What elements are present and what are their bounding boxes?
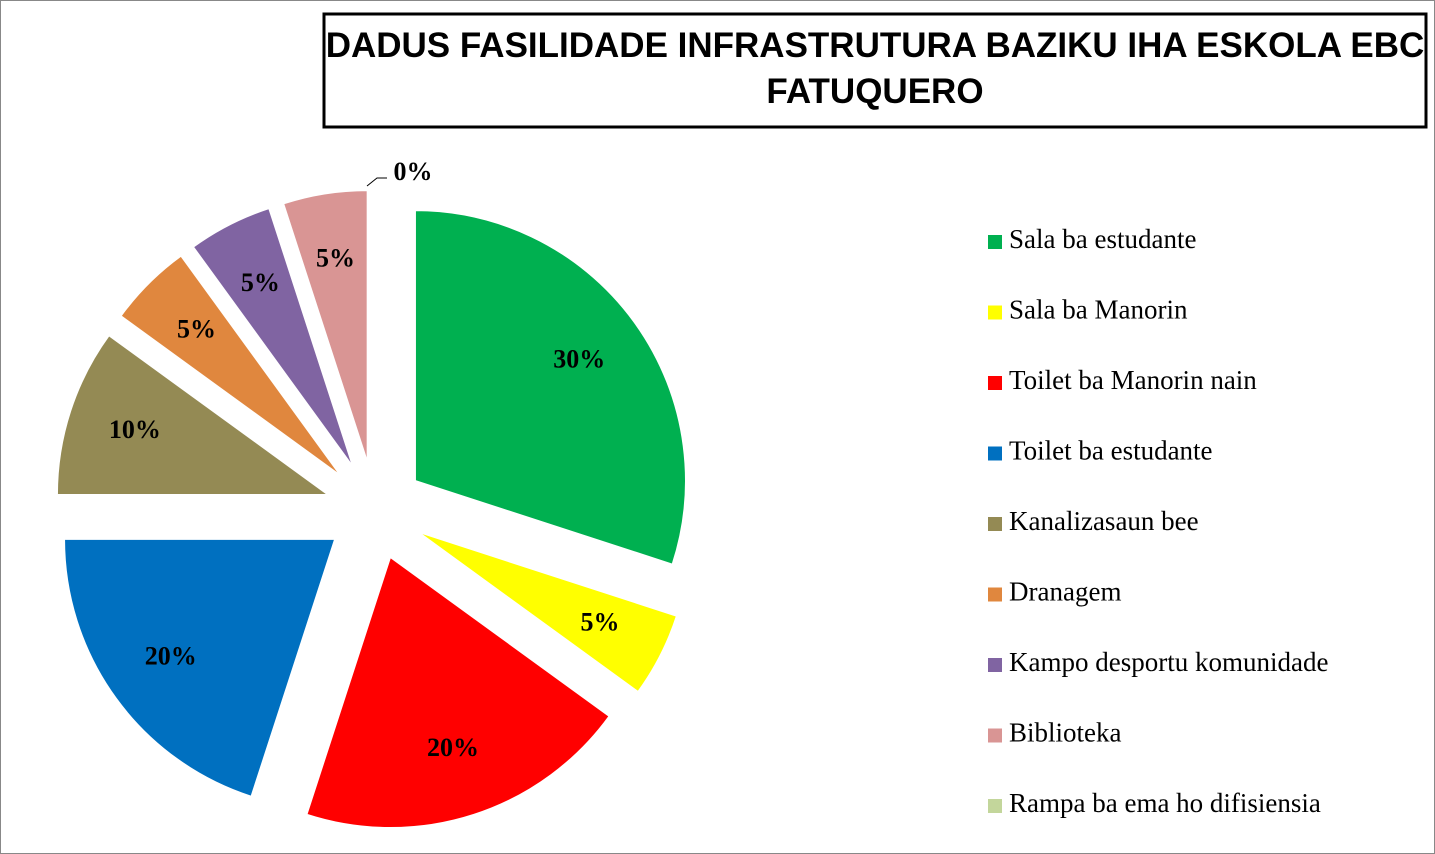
legend-label: Toilet ba Manorin nain	[1009, 365, 1257, 395]
legend-label: Rampa ba ema ho difisiensia	[1009, 788, 1321, 818]
legend-swatch	[988, 235, 1002, 249]
legend-swatch	[988, 799, 1002, 813]
title-box	[322, 12, 1428, 129]
pie-slice	[419, 532, 677, 693]
pie-slice	[306, 556, 610, 829]
data-label: 0%	[394, 157, 433, 186]
legend-label: Kanalizasaun bee	[1009, 506, 1199, 536]
legend-label: Toilet ba estudante	[1009, 436, 1213, 466]
pie-slice	[414, 210, 686, 565]
legend-swatch	[988, 517, 1002, 531]
chart-title: DADUS FASILIDADE INFRASTRUTURA BAZIKU IH…	[326, 26, 1425, 111]
legend-swatch	[988, 305, 1002, 320]
legend-label: Dranagem	[1009, 577, 1121, 607]
legend-swatch	[988, 446, 1002, 461]
data-label: 10%	[109, 415, 161, 444]
pie-slice	[64, 538, 336, 797]
legend-label: Sala ba Manorin	[1009, 295, 1188, 325]
legend-label: Biblioteka	[1009, 718, 1121, 748]
data-label: 20%	[427, 733, 479, 762]
legend-swatch	[988, 658, 1002, 672]
pie-slice	[56, 335, 329, 496]
data-label: 5%	[316, 244, 355, 273]
data-label: 30%	[553, 345, 605, 374]
pie-slice	[283, 190, 368, 461]
legend-swatch	[988, 587, 1002, 602]
legend-label: Sala ba estudante	[1009, 224, 1196, 254]
legend-swatch	[988, 376, 1002, 390]
data-label: 5%	[177, 314, 216, 343]
pie-slice	[192, 208, 353, 466]
legend-swatch	[988, 728, 1002, 743]
legend-label: Kampo desportu komunidade	[1009, 647, 1328, 677]
leader-line	[366, 177, 387, 187]
data-label: 20%	[145, 641, 197, 670]
data-label: 5%	[580, 608, 619, 637]
pie-slice	[120, 255, 341, 476]
data-label: 5%	[241, 268, 280, 297]
